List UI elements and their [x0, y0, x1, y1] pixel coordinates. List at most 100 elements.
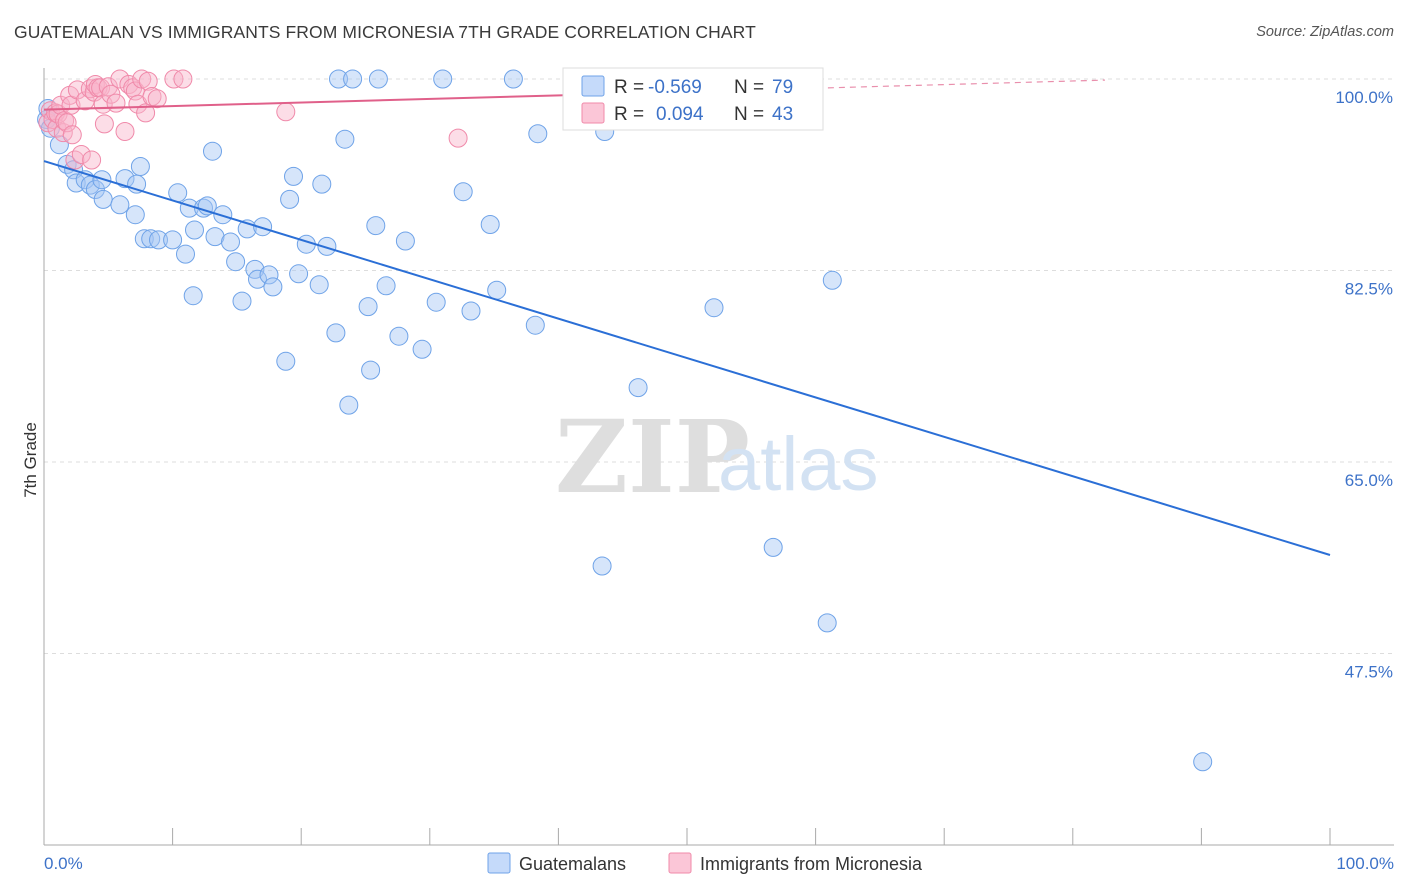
micronesia-point: [65, 150, 85, 170]
watermark-zip: ZIP: [555, 398, 750, 516]
guatemalan-point: [221, 232, 240, 252]
micronesia-point: [115, 122, 135, 141]
micronesia-point: [448, 128, 468, 148]
guatemalan-point: [366, 216, 386, 236]
guatemalan-point: [335, 129, 355, 149]
guatemalan-point: [276, 351, 296, 371]
guatemalan-point: [253, 217, 273, 237]
guatemalan-point: [487, 280, 507, 300]
stats-legend: R = -0.569 N = 79 R = 0.094 N = 43: [562, 67, 824, 131]
guatemalan-point: [480, 215, 500, 234]
source-label: Source: ZipAtlas.com: [1256, 24, 1394, 40]
micronesia-point: [136, 103, 156, 123]
guatemalan-point: [426, 292, 446, 312]
micronesia-trend-line: [43, 93, 598, 111]
x-tick-label-min: 0.0%: [44, 854, 83, 873]
legend-r-value-2: 0.094: [656, 104, 704, 125]
guatemalan-point: [163, 230, 183, 250]
micronesia-point: [71, 145, 91, 164]
guatemalan-point: [205, 227, 225, 247]
guatemalan-point: [368, 69, 388, 89]
guatemalan-point: [358, 297, 378, 317]
guatemalan-point: [213, 205, 233, 225]
y-axis-label: 7th Grade: [21, 422, 40, 498]
guatemalan-point: [85, 180, 105, 199]
legend-n-label-1: N =: [734, 77, 764, 98]
guatemalan-point: [395, 231, 415, 251]
points-layer: [37, 69, 1213, 772]
guatemalan-point: [389, 326, 409, 346]
guatemalan-point: [343, 69, 363, 89]
legend-swatch-pink: [581, 102, 605, 124]
guatemalan-point: [183, 286, 203, 306]
legend-swatch-blue: [581, 75, 605, 97]
micronesia-point: [106, 93, 126, 113]
guatemalan-point: [433, 69, 453, 89]
micronesia-point: [138, 71, 158, 91]
micronesia-point: [173, 69, 193, 89]
series-legend-label-guatemalans: Guatemalans: [519, 854, 626, 874]
guatemalan-point: [628, 378, 648, 398]
guatemalan-point: [817, 613, 837, 633]
guatemalan-point: [141, 229, 161, 249]
guatemalan-point: [248, 269, 267, 289]
guatemalan-point: [528, 124, 548, 144]
guatemalan-point: [592, 556, 612, 576]
guatemalan-point: [130, 157, 150, 176]
guatemalan-point: [284, 166, 303, 186]
micronesia-point: [91, 78, 111, 98]
guatemalan-point: [280, 189, 300, 209]
guatemalan-point: [226, 252, 246, 272]
legend-r-label-2: R =: [614, 104, 644, 125]
legend-n-value-2: 43: [772, 104, 793, 125]
axes-layer: 100.0% 82.5% 65.0% 47.5%: [43, 68, 1394, 846]
guatemalan-point: [317, 236, 337, 256]
guatemalan-point: [412, 339, 432, 359]
guatemalan-point: [376, 276, 396, 296]
guatemalan-point: [525, 315, 545, 335]
guatemalan-point: [326, 323, 346, 343]
guatemalan-point: [704, 298, 724, 318]
guatemalan-point: [125, 205, 145, 225]
y-tick-label: 65.0%: [1345, 471, 1393, 490]
guatemalan-point: [503, 69, 523, 89]
micronesia-point: [147, 89, 167, 109]
micronesia-trend-extension: [596, 79, 1105, 95]
guatemalan-point: [329, 69, 348, 89]
guatemalan-point: [339, 395, 359, 415]
y-tick-label: 100.0%: [1335, 88, 1393, 107]
guatemalan-point: [259, 265, 279, 285]
guatemalan-point: [822, 270, 842, 290]
watermark-atlas: atlas: [718, 422, 879, 507]
legend-r-value-1: -0.569: [648, 77, 702, 98]
micronesia-point: [62, 125, 82, 145]
micronesia-point: [101, 84, 121, 104]
micronesia-point: [98, 77, 118, 97]
guatemalan-point: [185, 220, 204, 240]
y-tick-label: 47.5%: [1345, 663, 1393, 682]
guatemalan-trend-line: [43, 160, 1331, 556]
guatemalan-point: [149, 230, 168, 250]
guatemalan-point: [134, 229, 154, 249]
guatemalan-point: [309, 275, 329, 295]
guatemalan-point: [93, 189, 113, 209]
series-legend: Guatemalans Immigrants from Micronesia: [487, 852, 923, 874]
guatemalan-point: [232, 291, 252, 311]
guatemalan-point: [115, 169, 135, 189]
y-tick-label: 82.5%: [1345, 280, 1393, 299]
grid-layer: [44, 78, 1394, 654]
legend-n-value-1: 79: [772, 77, 793, 98]
chart-title: GUATEMALAN VS IMMIGRANTS FROM MICRONESIA…: [14, 22, 756, 42]
micronesia-point: [94, 114, 114, 134]
guatemalan-point: [289, 264, 309, 284]
x-tick-label-max: 100.0%: [1336, 854, 1394, 873]
trend-layer: [43, 79, 1331, 556]
micronesia-point: [82, 150, 102, 170]
legend-n-label-2: N =: [734, 104, 764, 125]
legend-r-label-1: R =: [614, 77, 644, 98]
guatemalan-point: [361, 360, 381, 380]
guatemalan-point: [461, 301, 481, 321]
series-legend-label-micronesia: Immigrants from Micronesia: [700, 854, 923, 874]
